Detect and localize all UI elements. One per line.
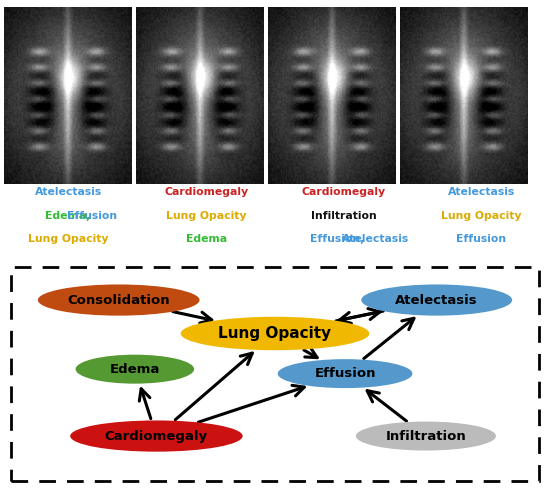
Text: Atelectasis: Atelectasis: [448, 187, 515, 197]
Ellipse shape: [356, 421, 496, 450]
Text: Infiltration: Infiltration: [386, 430, 466, 442]
Text: Lung Opacity: Lung Opacity: [29, 234, 109, 244]
Ellipse shape: [75, 355, 194, 384]
Text: Edema: Edema: [109, 363, 160, 376]
Text: Edema,: Edema,: [45, 211, 94, 220]
Text: Effusion,: Effusion,: [310, 234, 368, 244]
Text: Lung Opacity: Lung Opacity: [441, 211, 521, 220]
Text: Infiltration: Infiltration: [311, 211, 377, 220]
Text: Effusion: Effusion: [456, 234, 507, 244]
Ellipse shape: [278, 359, 412, 388]
Text: Lung Opacity: Lung Opacity: [166, 211, 246, 220]
Text: Cardiomegaly: Cardiomegaly: [302, 187, 386, 197]
FancyBboxPatch shape: [11, 267, 539, 481]
Text: Effusion: Effusion: [314, 367, 376, 380]
Text: Cardiomegaly: Cardiomegaly: [164, 187, 248, 197]
Ellipse shape: [361, 284, 512, 316]
Text: Atelectasis: Atelectasis: [395, 294, 478, 307]
Text: Atelectasis: Atelectasis: [342, 234, 409, 244]
Text: Edema: Edema: [186, 234, 227, 244]
Ellipse shape: [70, 420, 243, 452]
Text: Atelectasis: Atelectasis: [35, 187, 102, 197]
Text: Cardiomegaly: Cardiomegaly: [105, 430, 208, 442]
Text: Lung Opacity: Lung Opacity: [218, 326, 332, 341]
Text: Effusion: Effusion: [67, 211, 117, 220]
Ellipse shape: [180, 317, 370, 350]
Ellipse shape: [38, 284, 200, 316]
Text: Consolidation: Consolidation: [68, 294, 170, 307]
